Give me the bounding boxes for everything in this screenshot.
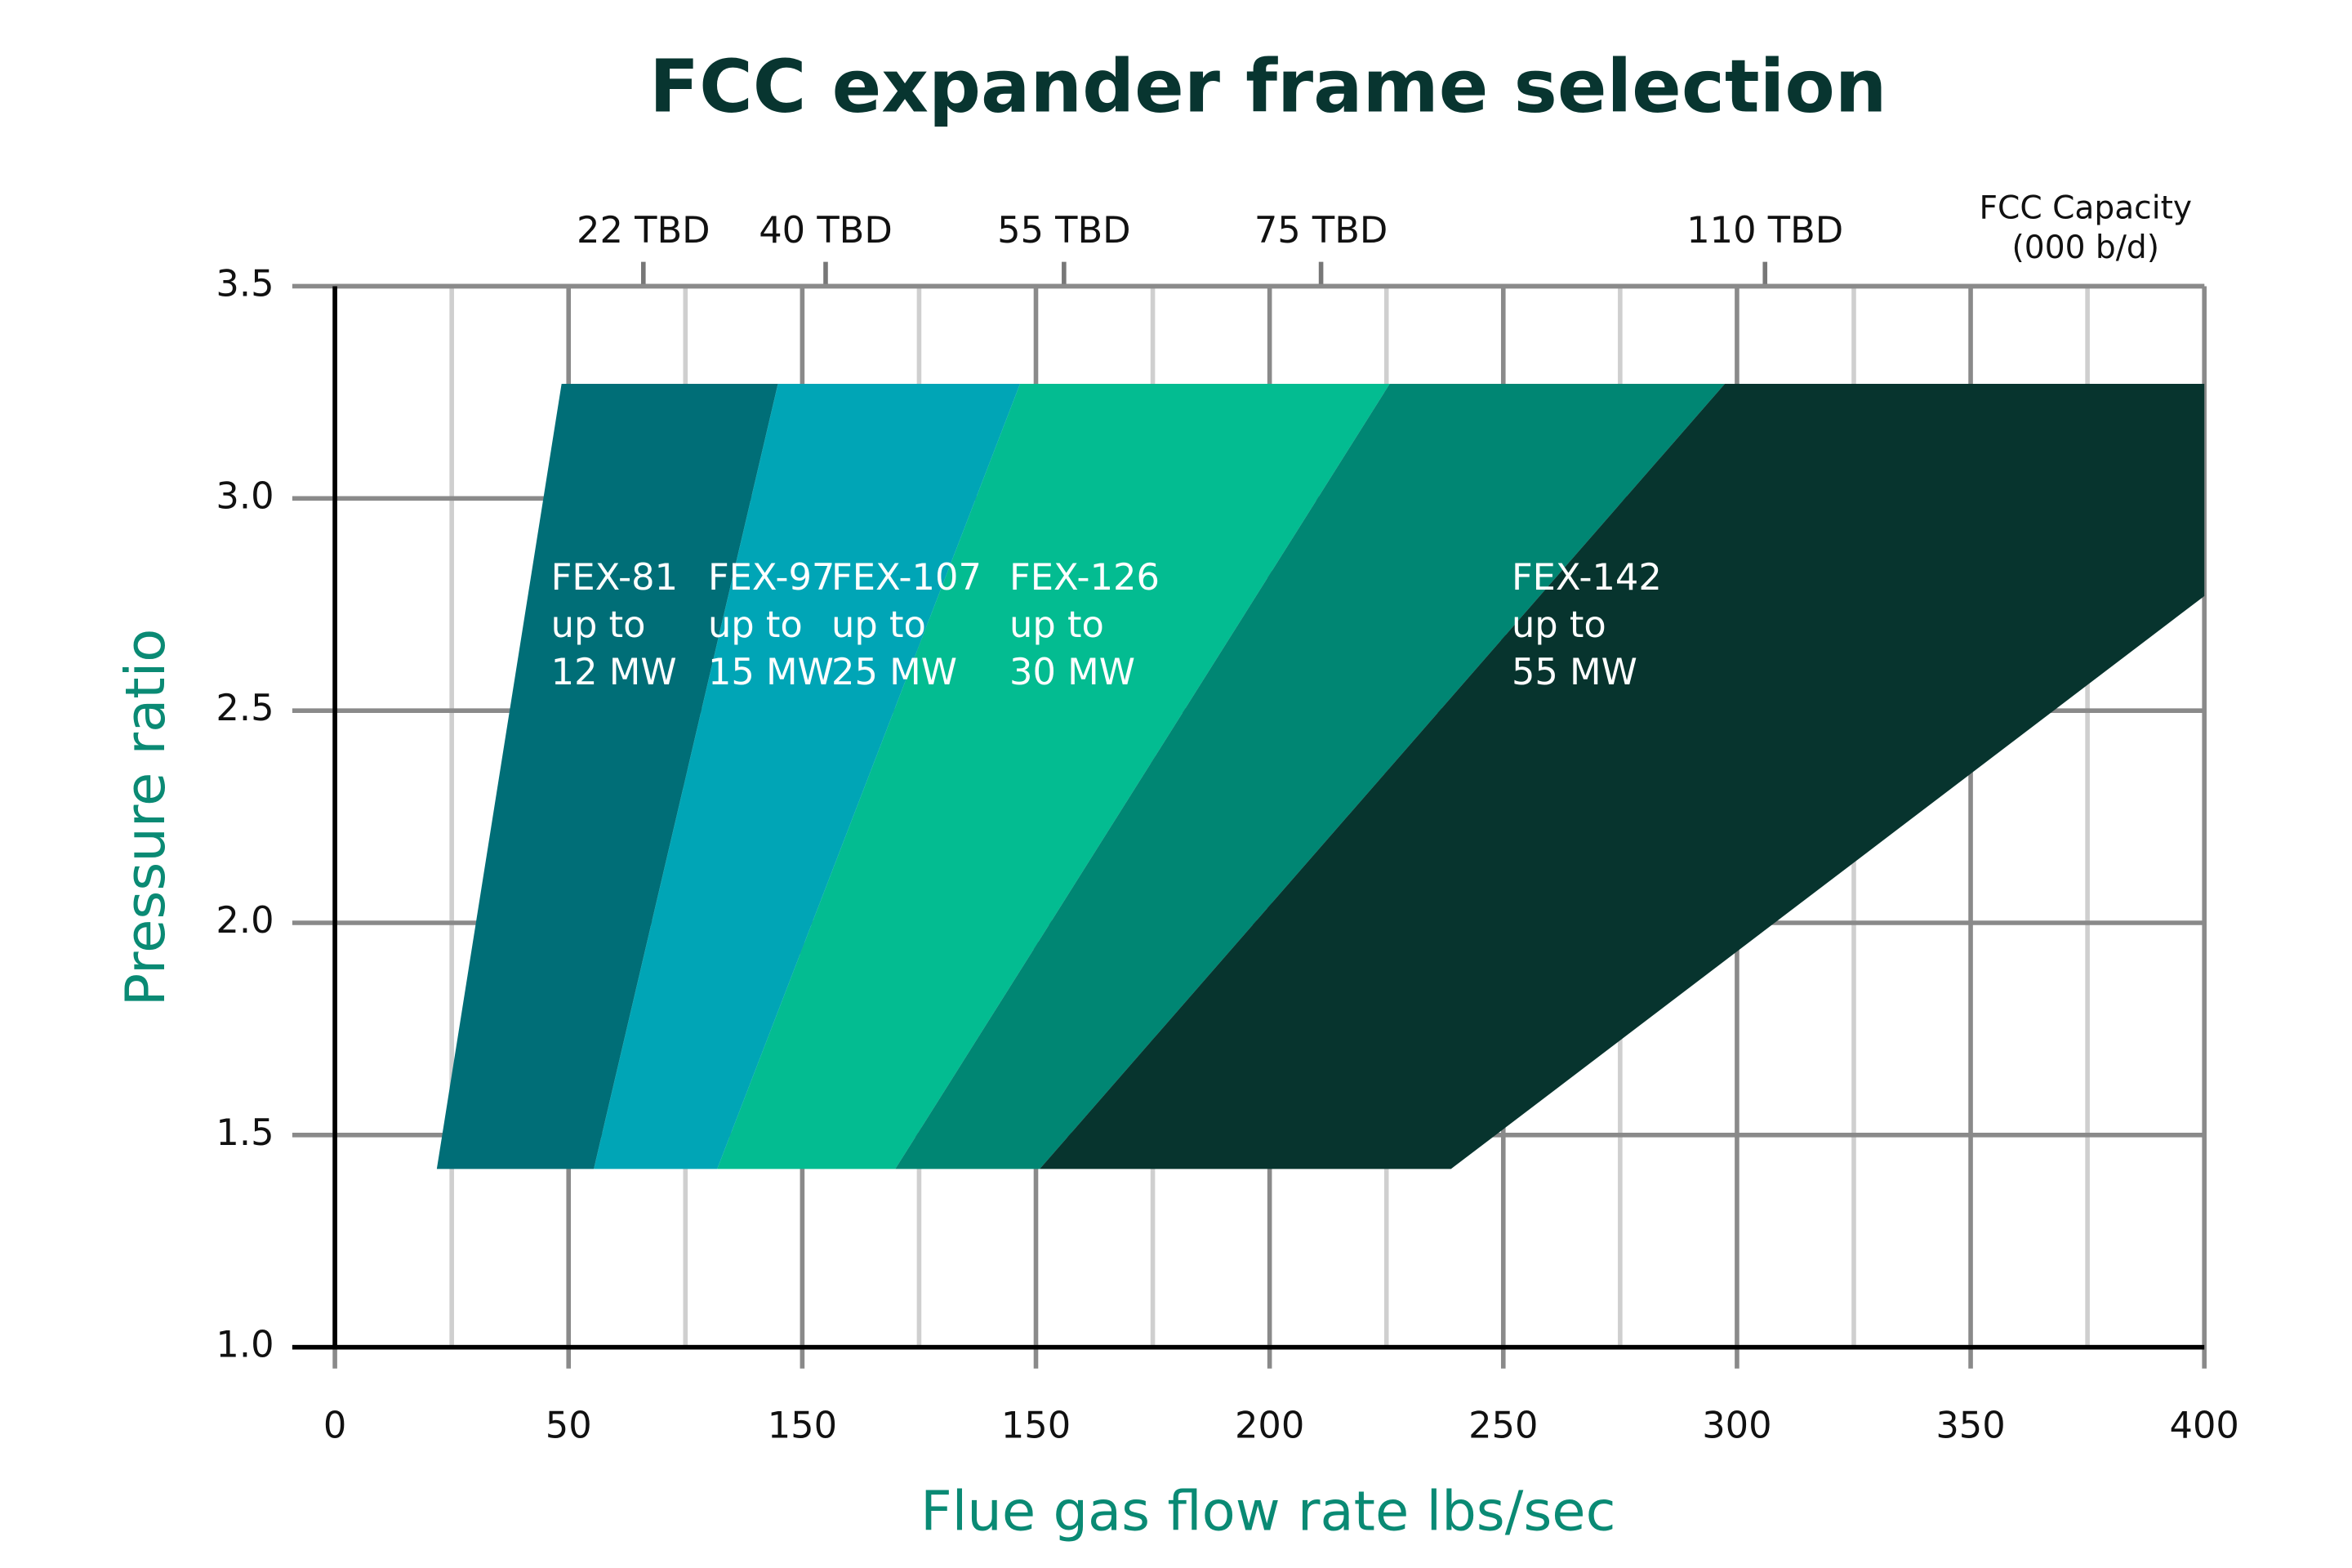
region-name: FEX-97 xyxy=(708,555,835,599)
x-tick-label: 150 xyxy=(768,1404,837,1447)
x-tick-label: 400 xyxy=(2170,1404,2239,1447)
x2-tick-label: 75 TBD xyxy=(1254,208,1388,252)
region-label: up to xyxy=(1512,603,1606,646)
region-name: FEX-81 xyxy=(551,555,678,599)
region-label: up to xyxy=(708,603,803,646)
x2-tick-label: 55 TBD xyxy=(997,208,1131,252)
region xyxy=(436,383,778,1169)
region xyxy=(717,383,1390,1169)
x-tick-label: 0 xyxy=(323,1404,346,1447)
x2-axis-title: FCC Capacity xyxy=(1980,190,2193,227)
region-label: up to xyxy=(831,603,926,646)
region-label: 12 MW xyxy=(551,650,677,693)
region-label: 55 MW xyxy=(1512,650,1637,693)
x-tick-label: 150 xyxy=(1001,1404,1071,1447)
region-label: 15 MW xyxy=(708,650,834,693)
x-tick-label: 50 xyxy=(546,1404,592,1447)
x-tick-label: 200 xyxy=(1235,1404,1304,1447)
chart-title: FCC expander frame selection xyxy=(649,44,1886,129)
y-tick-label: 3.5 xyxy=(216,261,274,305)
x2-axis-title: (000 b/d) xyxy=(2012,229,2160,266)
x2-tick-label: 40 TBD xyxy=(759,208,893,252)
x-axis-title: Flue gas flow rate lbs/sec xyxy=(920,1479,1615,1543)
region xyxy=(1040,383,2205,1169)
x-tick-label: 250 xyxy=(1468,1404,1538,1447)
region xyxy=(895,383,1726,1169)
region-label: up to xyxy=(551,603,646,646)
y-tick-label: 2.0 xyxy=(216,898,274,942)
y-axis-title: Pressure ratio xyxy=(114,629,177,1007)
region-label: 30 MW xyxy=(1009,650,1135,693)
x-tick-label: 350 xyxy=(1936,1404,2005,1447)
x2-tick-label: 22 TBD xyxy=(577,208,710,252)
region-name: FEX-107 xyxy=(831,555,982,599)
y-tick-label: 3.0 xyxy=(216,474,274,517)
region-label: up to xyxy=(1009,603,1104,646)
region-name: FEX-126 xyxy=(1009,555,1160,599)
y-tick-label: 2.5 xyxy=(216,686,274,729)
x2-tick-label: 110 TBD xyxy=(1686,208,1843,252)
axes: 0 50 150 150 200 250 300 350 400 1.0 1.5 2.0 2.5 3.0 3… xyxy=(216,208,2238,1446)
x-tick-label: 300 xyxy=(1702,1404,1771,1447)
y-tick-label: 1.5 xyxy=(216,1111,274,1154)
y-tick-label: 1.0 xyxy=(216,1323,274,1366)
region xyxy=(594,383,1021,1169)
region-name: FEX-142 xyxy=(1512,555,1662,599)
region-label: 25 MW xyxy=(831,650,957,693)
